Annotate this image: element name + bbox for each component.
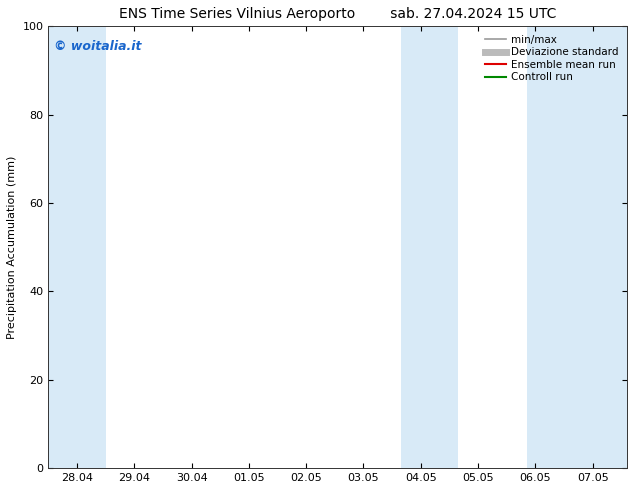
Title: ENS Time Series Vilnius Aeroporto        sab. 27.04.2024 15 UTC: ENS Time Series Vilnius Aeroporto sab. 2… bbox=[119, 7, 557, 21]
Legend: min/max, Deviazione standard, Ensemble mean run, Controll run: min/max, Deviazione standard, Ensemble m… bbox=[482, 31, 622, 86]
Bar bbox=[401, 26, 429, 468]
Bar bbox=[48, 26, 106, 468]
Text: © woitalia.it: © woitalia.it bbox=[54, 40, 141, 52]
Bar bbox=[429, 26, 458, 468]
Bar bbox=[527, 26, 627, 468]
Y-axis label: Precipitation Accumulation (mm): Precipitation Accumulation (mm) bbox=[7, 155, 17, 339]
